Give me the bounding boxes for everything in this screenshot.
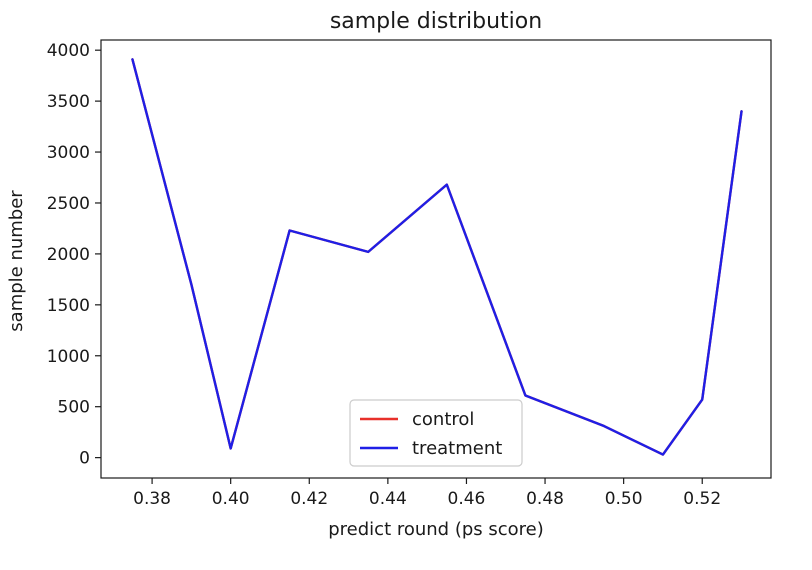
series-line-control [131,58,743,456]
plot-area: 0.38 0.40 0.42 0.44 0.46 0.48 0.50 0.52 0 500 1000… [47,39,772,509]
y-tick-label: 500 [58,398,90,418]
series-line-treatment [131,58,743,456]
x-tick-label: 0.46 [448,489,486,509]
y-axis-label: sample number [6,190,27,332]
x-tick-label: 0.52 [683,489,721,509]
x-tick-label: 0.44 [369,489,407,509]
y-tick-label: 0 [79,449,90,469]
y-tick-label: 4000 [47,41,90,61]
legend-label-treatment: treatment [412,438,502,459]
x-tick-label: 0.40 [212,489,250,509]
y-tick-label: 1000 [47,347,90,367]
y-tick-label: 2000 [47,245,90,265]
x-axis-label: predict round (ps score) [328,519,544,540]
x-tick-label: 0.38 [133,489,171,509]
legend-label-control: control [412,409,474,430]
legend: control treatment [349,399,523,467]
x-tick-label: 0.48 [526,489,564,509]
y-tick-label: 3000 [47,143,90,163]
plot-frame [100,39,772,479]
legend-box [349,399,523,467]
chart-title: sample distribution [330,9,542,34]
y-tick-label: 1500 [47,296,90,316]
y-tick-label: 2500 [47,194,90,214]
x-tick-label: 0.50 [605,489,643,509]
x-tick-label: 0.42 [290,489,328,509]
y-tick-label: 3500 [47,92,90,112]
